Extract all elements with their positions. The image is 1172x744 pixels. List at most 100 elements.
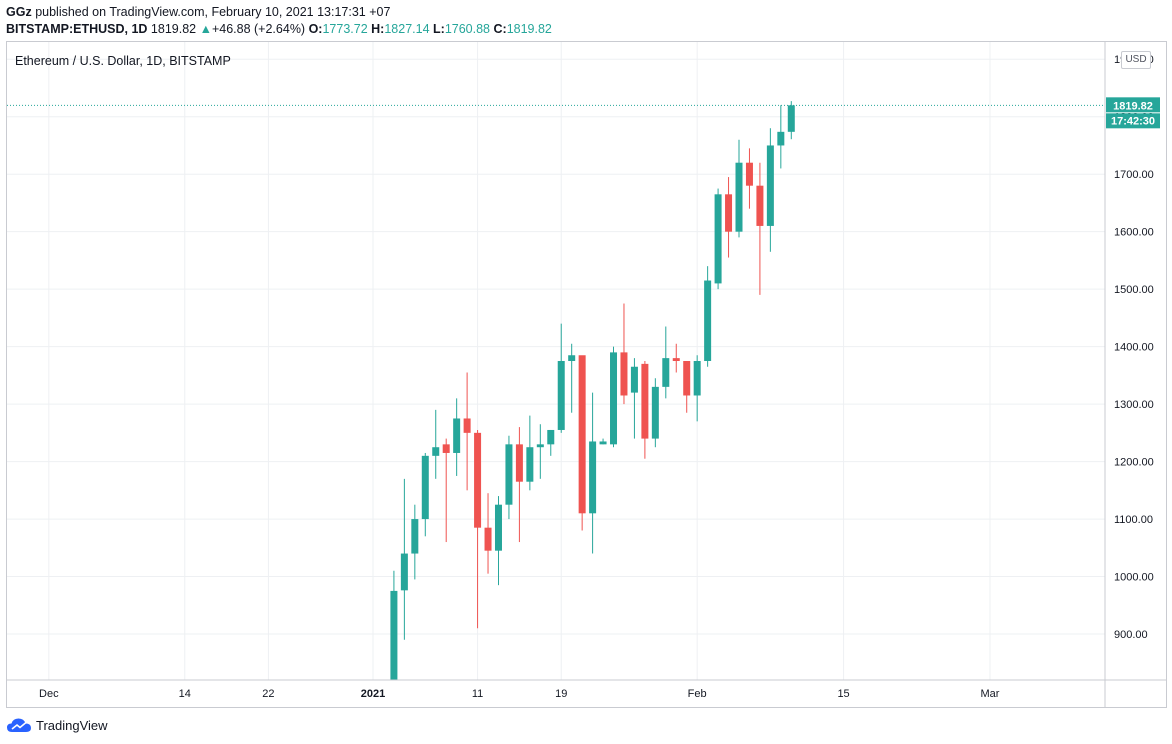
candle bbox=[505, 435, 513, 520]
y-tick-label: 1300.00 bbox=[1114, 399, 1154, 411]
candle-body bbox=[672, 358, 680, 361]
candle bbox=[704, 266, 712, 367]
candle-body bbox=[463, 418, 471, 433]
candle-body bbox=[787, 105, 795, 132]
candle bbox=[557, 323, 565, 433]
candle bbox=[714, 188, 722, 290]
tradingview-logo[interactable]: TradingView bbox=[6, 714, 108, 736]
candle-body bbox=[683, 361, 691, 396]
candle-body bbox=[494, 504, 502, 551]
candle bbox=[589, 392, 597, 554]
author-name: GGz bbox=[6, 5, 32, 19]
candle-body bbox=[725, 194, 733, 232]
candle bbox=[735, 139, 743, 238]
candle bbox=[725, 177, 733, 258]
candle-body bbox=[630, 366, 638, 393]
candle-body bbox=[484, 527, 492, 551]
candle bbox=[756, 162, 764, 295]
high-label: H: bbox=[371, 22, 385, 36]
symbol-legend: BITSTAMP:ETHUSD, 1D 1819.82 ▲+46.88 (+2.… bbox=[6, 22, 552, 36]
y-tick-label: 1400.00 bbox=[1114, 342, 1154, 354]
candle bbox=[610, 346, 618, 448]
candle-body bbox=[662, 358, 670, 387]
candle-body bbox=[745, 162, 753, 186]
candle bbox=[536, 424, 544, 479]
close-label: C: bbox=[493, 22, 507, 36]
open-value: 1773.72 bbox=[322, 22, 368, 36]
high-value: 1827.14 bbox=[384, 22, 430, 36]
candle bbox=[651, 378, 659, 448]
candle-body bbox=[610, 352, 618, 445]
candle bbox=[766, 128, 774, 252]
chart-title: Ethereum / U.S. Dollar, 1D, BITSTAMP bbox=[15, 54, 231, 68]
candle bbox=[526, 415, 534, 491]
candle bbox=[745, 148, 753, 209]
candle-body bbox=[411, 519, 419, 554]
x-tick-label: Feb bbox=[688, 688, 707, 700]
candle bbox=[787, 101, 795, 140]
candle bbox=[547, 429, 555, 456]
candle-body bbox=[693, 361, 701, 396]
y-tick-label: 1700.00 bbox=[1114, 169, 1154, 181]
y-tick-label: 1200.00 bbox=[1114, 457, 1154, 469]
candle bbox=[641, 361, 649, 459]
candle-body bbox=[557, 361, 565, 430]
candle-body bbox=[400, 553, 408, 591]
candle bbox=[442, 438, 450, 543]
close-value: 1819.82 bbox=[506, 22, 552, 36]
y-tick-label: 1100.00 bbox=[1114, 514, 1153, 526]
candle bbox=[494, 496, 502, 586]
candle bbox=[620, 303, 628, 405]
candle bbox=[421, 452, 429, 537]
cloud-icon bbox=[7, 718, 31, 732]
low-value: 1760.88 bbox=[444, 22, 491, 36]
last-price: 1819.82 bbox=[150, 22, 197, 36]
chart-frame[interactable] bbox=[6, 41, 1167, 708]
candle-body bbox=[515, 444, 523, 482]
candle-body bbox=[641, 363, 649, 439]
candle bbox=[578, 355, 586, 531]
countdown-label: 17:42:30 bbox=[1111, 115, 1155, 127]
publish-text: published on TradingView.com, February 1… bbox=[35, 5, 391, 19]
candle-body bbox=[714, 194, 722, 284]
candle-body bbox=[505, 444, 513, 505]
candle-body bbox=[756, 185, 764, 226]
x-tick-label: 14 bbox=[179, 688, 191, 700]
candle-body bbox=[421, 455, 429, 520]
candle bbox=[463, 372, 471, 491]
candle-body bbox=[390, 590, 398, 680]
candle bbox=[515, 427, 523, 543]
candle bbox=[411, 504, 419, 580]
currency-button[interactable]: USD bbox=[1121, 51, 1151, 69]
candle-body bbox=[704, 280, 712, 361]
y-tick-label: 1000.00 bbox=[1114, 572, 1154, 584]
candle-body bbox=[453, 418, 461, 453]
candle-body bbox=[536, 444, 544, 448]
candle-body bbox=[651, 386, 659, 439]
candle-body bbox=[599, 441, 607, 445]
brand-name: TradingView bbox=[36, 717, 108, 733]
candle bbox=[599, 438, 607, 445]
candle bbox=[630, 358, 638, 439]
y-tick-label: 1600.00 bbox=[1114, 227, 1154, 239]
up-arrow-icon: ▲ bbox=[199, 22, 212, 36]
candle bbox=[390, 570, 398, 680]
price-change: +46.88 (+2.64%) bbox=[211, 22, 306, 36]
x-tick-label: Dec bbox=[39, 688, 59, 700]
candle-body bbox=[526, 447, 534, 482]
candle bbox=[484, 493, 492, 574]
candle-body bbox=[620, 352, 628, 396]
low-label: L: bbox=[433, 22, 445, 36]
candle bbox=[432, 409, 440, 479]
time-axis: Dec 14 22 2021 11 19 Feb 15 Mar bbox=[39, 688, 1000, 700]
x-tick-label: 22 bbox=[262, 688, 274, 700]
x-tick-label: 11 bbox=[472, 688, 483, 700]
candle-body bbox=[735, 162, 743, 232]
symbol-name: BITSTAMP:ETHUSD, 1D bbox=[6, 22, 148, 36]
candle-body bbox=[568, 355, 576, 361]
candle-body bbox=[589, 441, 597, 514]
x-tick-label: 2021 bbox=[361, 688, 385, 700]
candle bbox=[568, 343, 576, 413]
last-price-label: 1819.82 bbox=[1113, 100, 1153, 112]
